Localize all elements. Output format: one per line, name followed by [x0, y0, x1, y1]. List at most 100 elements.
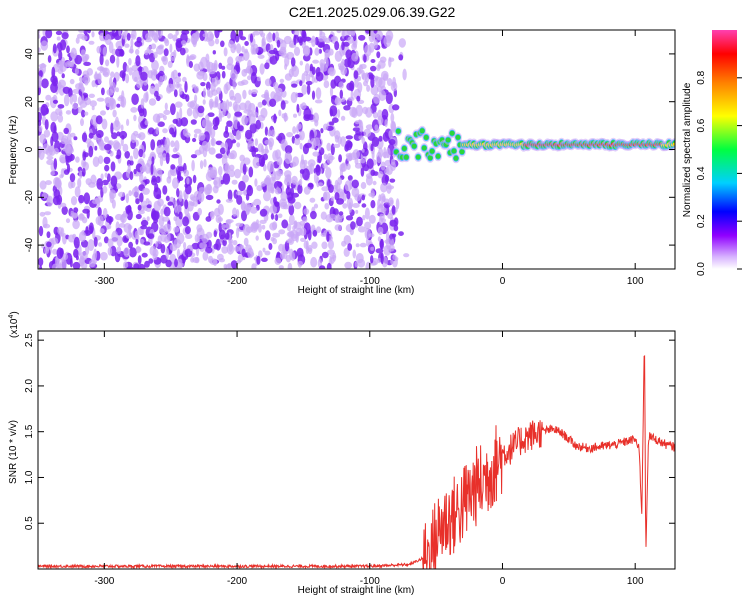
noise-speck — [202, 33, 208, 38]
noise-speck — [234, 33, 240, 43]
noise-speck — [279, 201, 288, 210]
noise-speck — [285, 186, 292, 196]
band-mid — [415, 154, 421, 160]
noise-speck — [72, 102, 79, 110]
noise-speck — [95, 130, 104, 138]
noise-speck — [341, 58, 345, 66]
noise-speck — [272, 221, 278, 230]
noise-speck — [80, 86, 85, 92]
noise-speck — [357, 82, 363, 93]
noise-speck — [274, 201, 280, 207]
noise-speck — [177, 166, 185, 172]
band-mid — [445, 137, 451, 143]
noise-speck — [370, 255, 374, 264]
band-mid — [401, 146, 407, 151]
noise-speck — [180, 117, 189, 127]
noise-speck — [330, 256, 335, 264]
noise-speck — [202, 99, 206, 105]
noise-speck — [127, 164, 131, 174]
noise-speck — [227, 189, 233, 201]
noise-speck — [326, 153, 334, 165]
noise-speck — [318, 42, 325, 48]
noise-speck — [326, 142, 332, 152]
noise-speck — [153, 200, 161, 212]
noise-speck — [350, 221, 356, 230]
noise-speck — [312, 151, 320, 157]
noise-speck — [133, 114, 137, 122]
noise-speck — [376, 64, 381, 72]
noise-speck — [322, 162, 328, 169]
noise-speck — [222, 172, 231, 185]
noise-speck — [361, 194, 366, 201]
noise-speck — [277, 181, 283, 188]
noise-speck — [97, 215, 104, 227]
noise-speck — [370, 246, 375, 251]
noise-speck — [78, 194, 85, 204]
noise-speck — [243, 109, 252, 114]
noise-speck — [116, 56, 120, 68]
noise-speck — [325, 167, 332, 179]
noise-speck — [80, 49, 86, 56]
noise-speck — [170, 169, 175, 176]
noise-speck — [390, 259, 394, 265]
noise-speck — [294, 221, 302, 230]
noise-speck — [150, 43, 157, 50]
noise-speck — [229, 89, 235, 100]
noise-speck — [173, 89, 178, 98]
noise-speck — [116, 246, 122, 255]
noise-speck — [123, 247, 131, 258]
noise-speck — [305, 80, 313, 86]
noise-speck — [81, 94, 85, 104]
noise-speck — [213, 259, 218, 266]
noise-speck — [88, 145, 94, 158]
band-mid — [459, 149, 465, 155]
noise-speck — [207, 167, 214, 179]
noise-speck — [291, 192, 299, 198]
noise-speck — [312, 229, 318, 237]
noise-speck — [361, 148, 365, 153]
y-tick-label: -20 — [24, 190, 35, 205]
noise-speck — [273, 113, 277, 124]
noise-speck — [264, 89, 270, 102]
noise-speck — [38, 33, 41, 39]
noise-speck — [288, 214, 295, 226]
noise-speck — [292, 156, 300, 167]
noise-speck — [203, 87, 206, 99]
noise-speck — [353, 70, 359, 79]
noise-speck — [330, 36, 337, 41]
noise-speck — [346, 190, 351, 200]
noise-speck — [217, 102, 223, 110]
noise-speck — [102, 71, 109, 76]
noise-speck — [284, 73, 292, 81]
noise-speck — [234, 92, 242, 104]
noise-speck — [165, 259, 172, 268]
noise-speck — [50, 82, 58, 94]
noise-speck — [60, 202, 67, 208]
noise-speck — [293, 113, 297, 118]
noise-speck — [192, 137, 197, 143]
noise-speck — [373, 39, 379, 49]
noise-speck — [268, 243, 273, 250]
noise-speck — [164, 102, 168, 111]
noise-speck — [264, 139, 272, 145]
noise-speck — [347, 155, 353, 161]
noise-speck — [274, 257, 282, 265]
noise-speck — [185, 233, 193, 239]
noise-speck — [155, 168, 163, 179]
x-tick-label: -200 — [227, 276, 247, 287]
noise-speck — [307, 159, 316, 167]
noise-speck — [381, 108, 389, 120]
noise-speck — [145, 33, 151, 40]
noise-speck — [80, 118, 84, 127]
noise-speck — [334, 192, 340, 201]
noise-speck — [331, 117, 339, 123]
noise-speck — [387, 213, 393, 219]
noise-speck — [365, 124, 374, 130]
noise-speck — [216, 87, 222, 95]
noise-speck — [368, 42, 375, 53]
noise-speck — [347, 175, 353, 181]
noise-speck — [313, 203, 319, 209]
noise-speck — [278, 109, 282, 117]
noise-speck — [243, 237, 249, 247]
noise-speck — [156, 145, 164, 156]
